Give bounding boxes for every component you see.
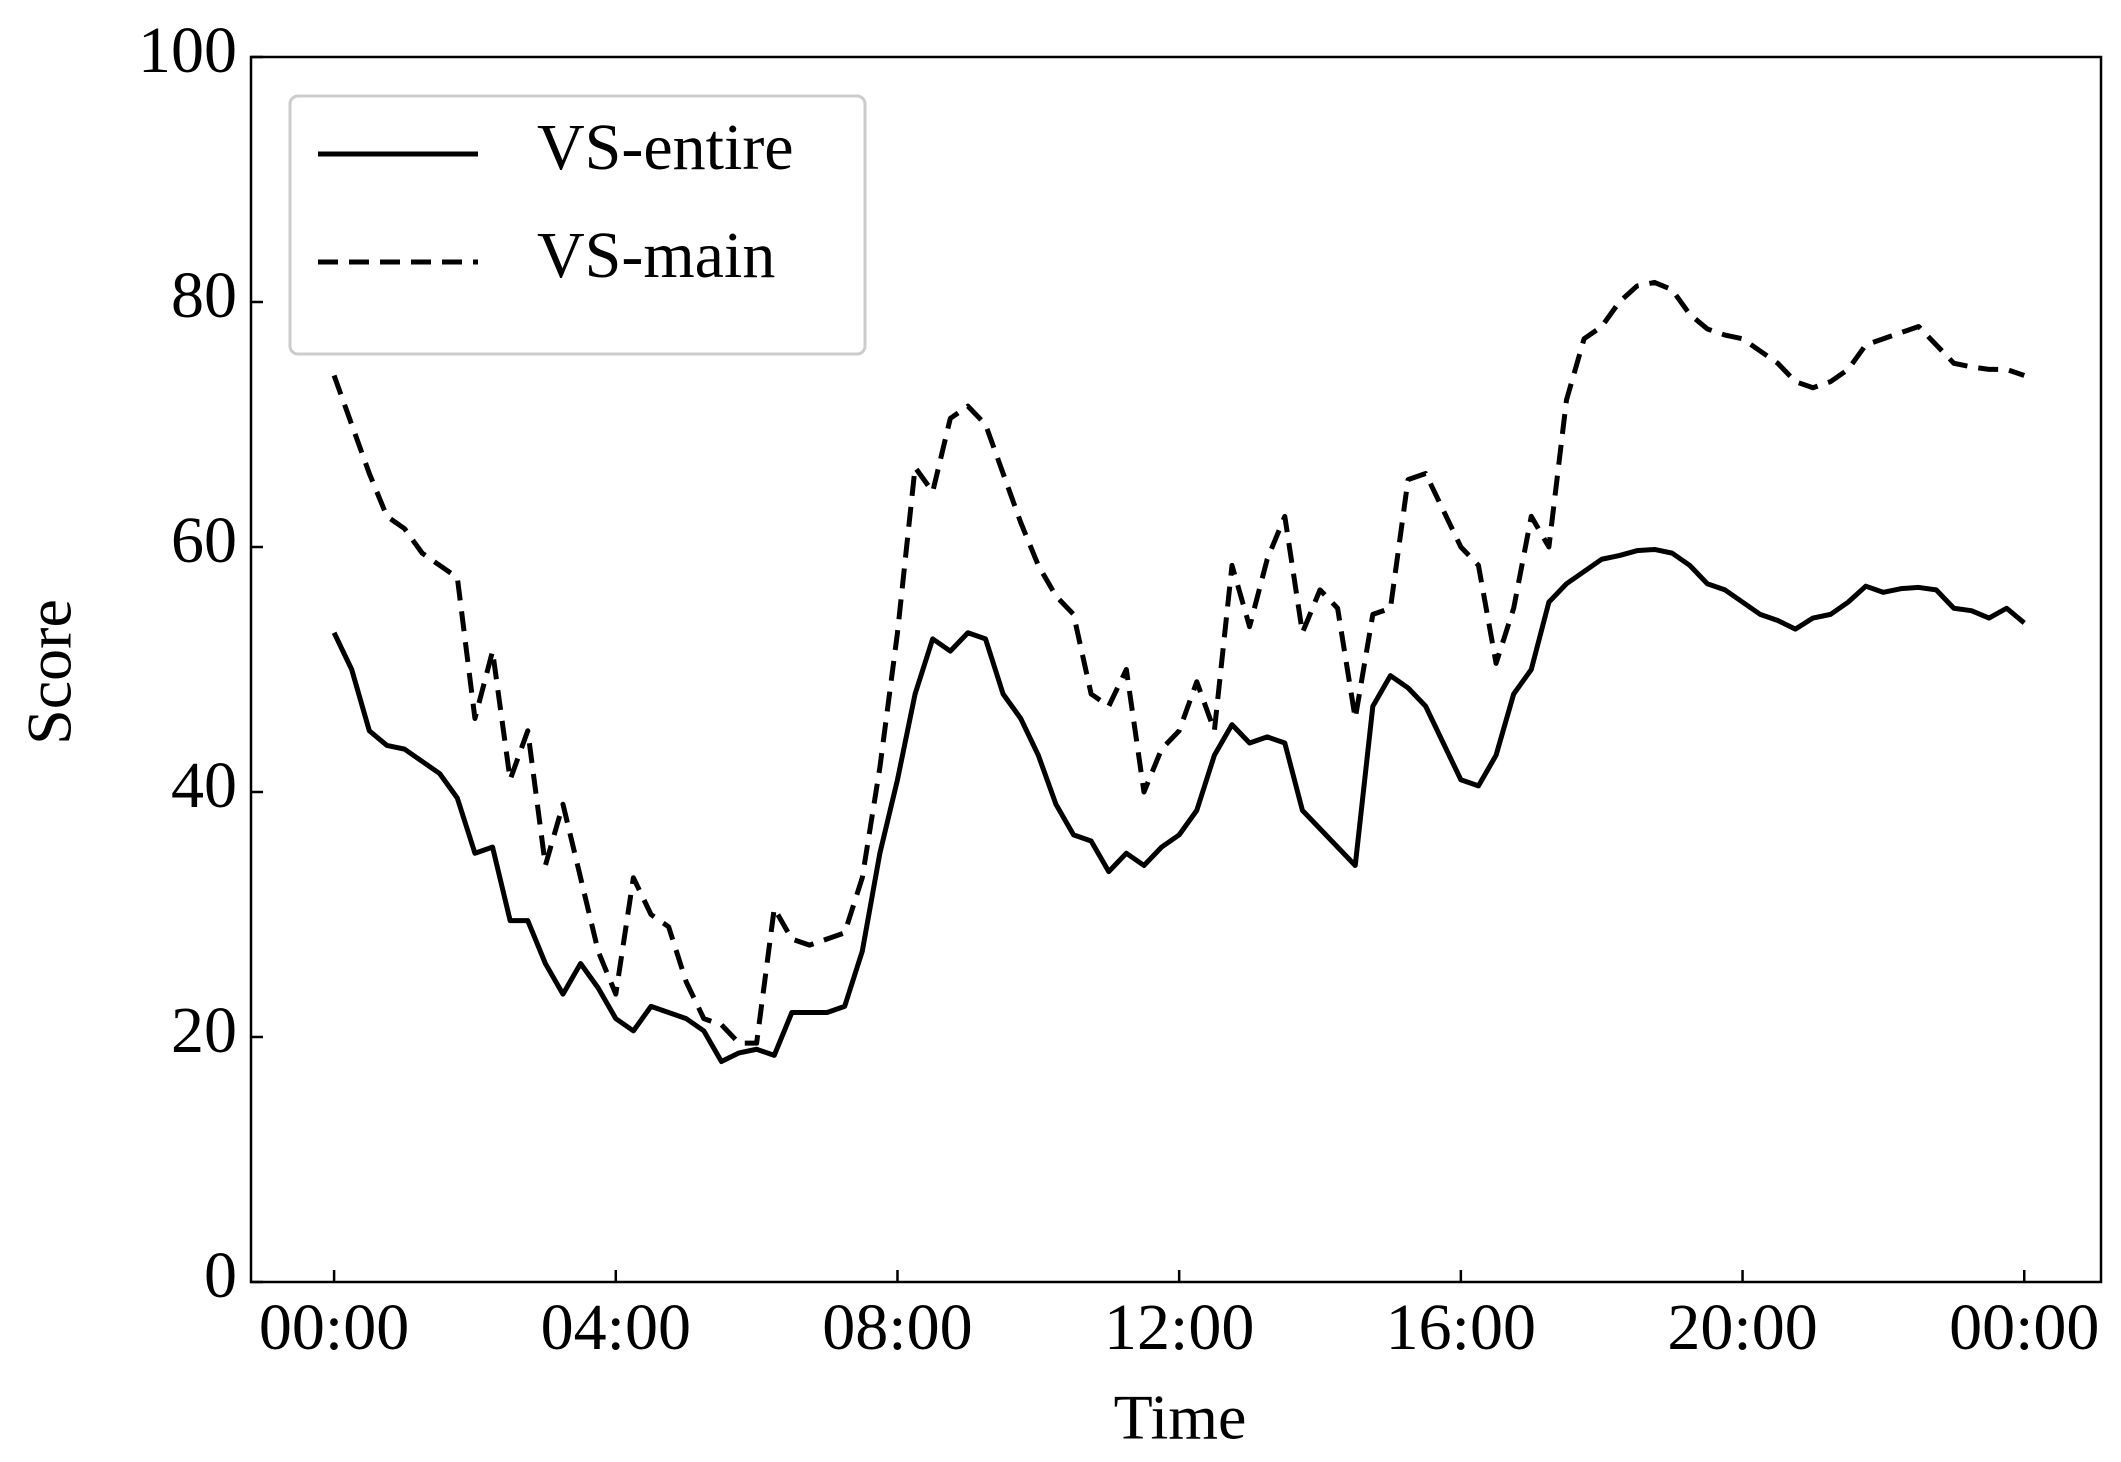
x-tick-label: 00:00 [259,1291,409,1364]
y-axis-label: Score [14,599,85,745]
y-tick-label: 80 [171,259,237,332]
y-tick-label: 0 [204,1239,237,1312]
y-tick-label: 100 [138,14,237,87]
plot-frame [249,55,2103,1284]
y-tick-label: 40 [171,749,237,822]
x-tick-label: 04:00 [541,1291,691,1364]
x-tick-label: 16:00 [1386,1291,1536,1364]
series-line [331,546,2026,1064]
x-tick-label: 08:00 [822,1291,972,1364]
legend-box [288,94,867,356]
x-tick-label: 00:00 [1949,1291,2099,1364]
x-tick-label: 20:00 [1667,1291,1817,1364]
legend-label: VS-entire [537,111,794,184]
legend-label: VS-main [537,219,775,292]
y-tick-label: 20 [171,994,237,1067]
y-tick-label: 60 [171,504,237,577]
legend: VS-entire VS-main [288,94,867,356]
x-axis-label: Time [1114,1382,1247,1453]
x-tick-label: 12:00 [1104,1291,1254,1364]
series-line [331,279,2026,1046]
